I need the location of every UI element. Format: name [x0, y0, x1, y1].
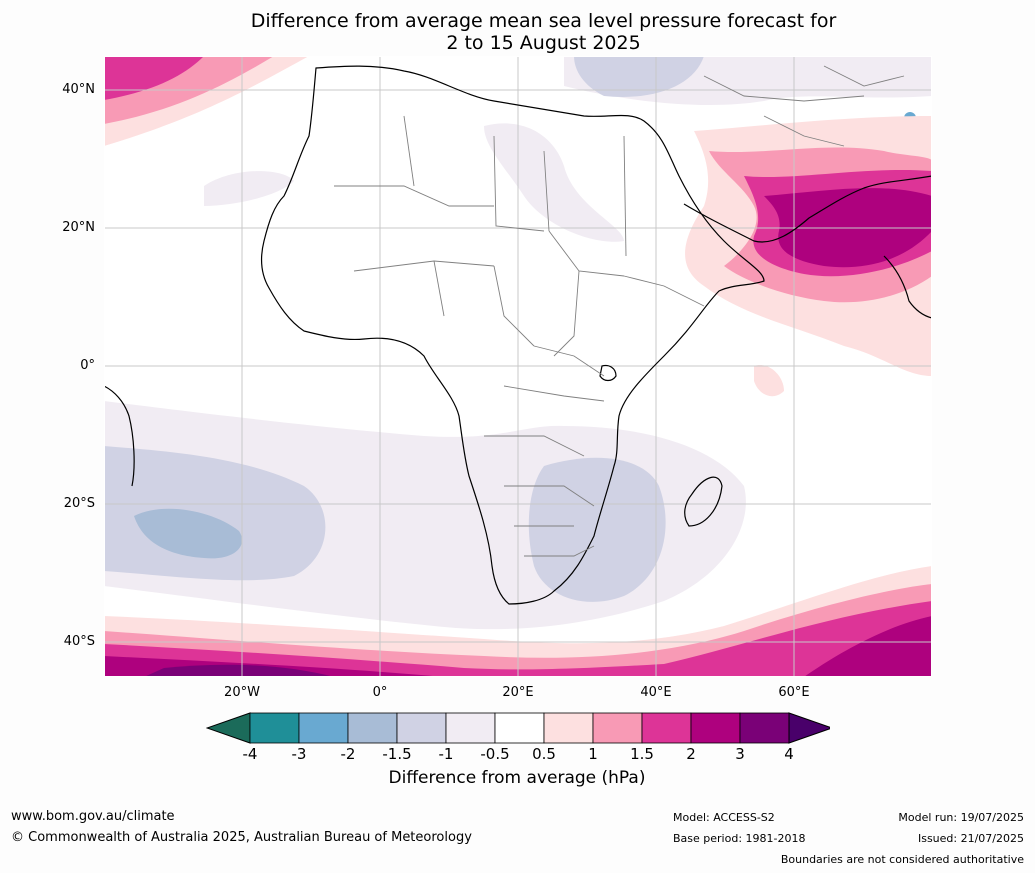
colorbar-tick-label: 1	[588, 745, 598, 763]
lon-label-40e: 40°E	[640, 685, 672, 700]
colorbar-tick-label: 3	[735, 745, 745, 763]
graticule	[104, 56, 932, 677]
south-negative-anomaly	[104, 401, 746, 630]
title-line-2: 2 to 15 August 2025	[446, 32, 641, 54]
footer-website: www.bom.gov.au/climate	[11, 809, 175, 824]
lon-label-20w: 20°W	[224, 685, 260, 700]
colorbar-tick-label: -2	[340, 745, 356, 763]
arabian-positive-anomaly	[685, 116, 932, 397]
pressure-anomaly-map	[104, 56, 932, 677]
colorbar-tick-label: -1	[438, 745, 454, 763]
colorbar-segment	[543, 712, 594, 744]
colorbar-tick-label: -4	[242, 745, 258, 763]
colorbar-tick-label: -3	[291, 745, 307, 763]
colorbar-label: Difference from average (hPa)	[388, 768, 646, 788]
colorbar-segment	[445, 712, 496, 744]
colorbar-extend-high	[788, 712, 834, 744]
footer-base-period: Base period: 1981-2018	[673, 832, 806, 845]
north-negative-anomaly	[204, 56, 932, 242]
colorbar-tick-label: 1.5	[630, 745, 654, 763]
colorbar-segment	[641, 712, 692, 744]
colorbar-segment	[739, 712, 790, 744]
lon-label-0: 0°	[372, 685, 388, 700]
colorbar-segment	[347, 712, 398, 744]
title-line-1: Difference from average mean sea level p…	[250, 10, 837, 32]
colorbar-segment	[592, 712, 643, 744]
colorbar-tick-label: 0.5	[532, 745, 556, 763]
coastlines	[104, 65, 932, 605]
colorbar-segment	[249, 712, 300, 744]
lat-label-40n: 40°N	[62, 82, 95, 97]
lat-label-40s: 40°S	[63, 634, 95, 649]
colorbar-tick-label: -1.5	[382, 745, 412, 763]
lat-label-20s: 20°S	[63, 496, 95, 511]
footer-model-run: Model run: 19/07/2025	[898, 811, 1024, 824]
lat-label-20n: 20°N	[62, 220, 95, 235]
footer-model: Model: ACCESS-S2	[673, 811, 775, 824]
chart-title: Difference from average mean sea level p…	[0, 10, 1035, 54]
lon-label-60e: 60°E	[778, 685, 810, 700]
colorbar	[205, 712, 834, 748]
colorbar-tick-label: 4	[784, 745, 794, 763]
footer-copyright: © Commonwealth of Australia 2025, Austra…	[11, 830, 472, 845]
footer-issued: Issued: 21/07/2025	[917, 832, 1024, 845]
colorbar-segment	[494, 712, 545, 744]
colorbar-extend-low	[205, 712, 251, 744]
colorbar-tick-label: -0.5	[480, 745, 510, 763]
colorbar-segment	[690, 712, 741, 744]
country-borders	[334, 65, 905, 557]
south-positive-anomaly	[104, 566, 932, 677]
footer-disclaimer: Boundaries are not considered authoritat…	[780, 853, 1024, 866]
colorbar-segment	[396, 712, 447, 744]
lon-label-20e: 20°E	[502, 685, 534, 700]
lat-label-0: 0°	[80, 358, 95, 373]
colorbar-tick-label: 2	[686, 745, 696, 763]
colorbar-segment	[298, 712, 349, 744]
